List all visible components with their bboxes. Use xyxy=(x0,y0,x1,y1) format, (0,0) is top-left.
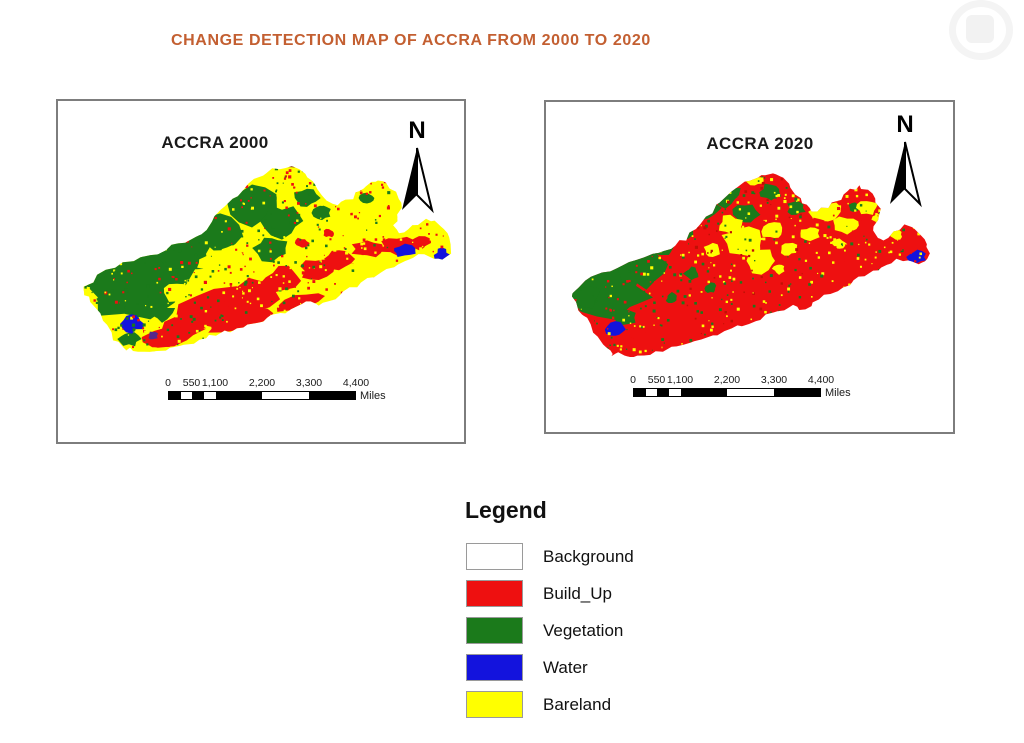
scalebar-tick: 2,200 xyxy=(713,374,741,386)
legend-item-label: Background xyxy=(543,546,634,566)
scalebar-tick: 3,300 xyxy=(295,377,323,389)
north-arrow-n-label: N xyxy=(408,117,425,144)
scalebar-bar xyxy=(168,391,356,400)
legend-swatch xyxy=(466,580,523,607)
north-arrow-icon: N xyxy=(890,111,922,208)
legend-swatch xyxy=(466,617,523,644)
legend-swatch xyxy=(466,543,523,570)
page-title: CHANGE DETECTION MAP OF ACCRA FROM 2000 … xyxy=(171,32,651,49)
scalebar-tick: 2,200 xyxy=(248,377,276,389)
map-title-2000: ACCRA 2000 xyxy=(161,133,269,152)
scalebar-ticks: 0 550 1,100 2,200 3,300 4,400 xyxy=(630,374,834,387)
watermark-logo-icon xyxy=(949,0,1013,60)
scalebar-bar xyxy=(633,388,821,397)
legend-item: Water xyxy=(466,654,634,681)
north-arrow-n-label: N xyxy=(896,111,913,138)
scalebar-tick: 0 xyxy=(630,374,636,386)
legend-item-label: Vegetation xyxy=(543,620,624,640)
scalebar-tick: 1,100 xyxy=(201,377,229,389)
scalebar-tick: 3,300 xyxy=(760,374,788,386)
legend-item: Vegetation xyxy=(466,617,634,644)
scalebar-ticks: 0 550 1,100 2,200 3,300 4,400 xyxy=(165,377,369,390)
scalebar-unit-label: Miles xyxy=(825,387,851,399)
legend-swatch xyxy=(466,691,523,718)
scalebar-tick: 4,400 xyxy=(342,377,370,389)
map-panel-2000: ACCRA 2000 N 0 550 1,100 2,200 3,300 4,4… xyxy=(56,99,466,444)
legend-item: Bareland xyxy=(466,691,634,718)
scalebar-unit-label: Miles xyxy=(360,390,386,402)
map-title-2020: ACCRA 2020 xyxy=(706,134,814,153)
legend-item-label: Water xyxy=(543,657,588,677)
map-raster-2000 xyxy=(83,166,452,352)
scalebar-2020: 0 550 1,100 2,200 3,300 4,400 Miles xyxy=(630,374,851,408)
legend-swatch xyxy=(466,654,523,681)
legend-title: Legend xyxy=(465,497,547,523)
scalebar-tick: 4,400 xyxy=(807,374,835,386)
map-raster-2020 xyxy=(572,173,930,357)
legend: Background Build_Up Vegetation Water Bar… xyxy=(466,543,634,718)
legend-item: Background xyxy=(466,543,634,570)
scalebar-2000: 0 550 1,100 2,200 3,300 4,400 Miles xyxy=(165,377,386,411)
map-panel-2020: ACCRA 2020 N 0 550 1,100 2,200 3,300 4,4… xyxy=(544,100,955,434)
legend-item-label: Bareland xyxy=(543,694,612,714)
scalebar-tick: 550 xyxy=(647,374,666,386)
scalebar-tick: 1,100 xyxy=(666,374,694,386)
legend-item-label: Build_Up xyxy=(543,583,612,603)
north-arrow-icon: N xyxy=(402,117,434,214)
legend-item: Build_Up xyxy=(466,580,634,607)
scalebar-tick: 550 xyxy=(182,377,201,389)
scalebar-tick: 0 xyxy=(165,377,171,389)
